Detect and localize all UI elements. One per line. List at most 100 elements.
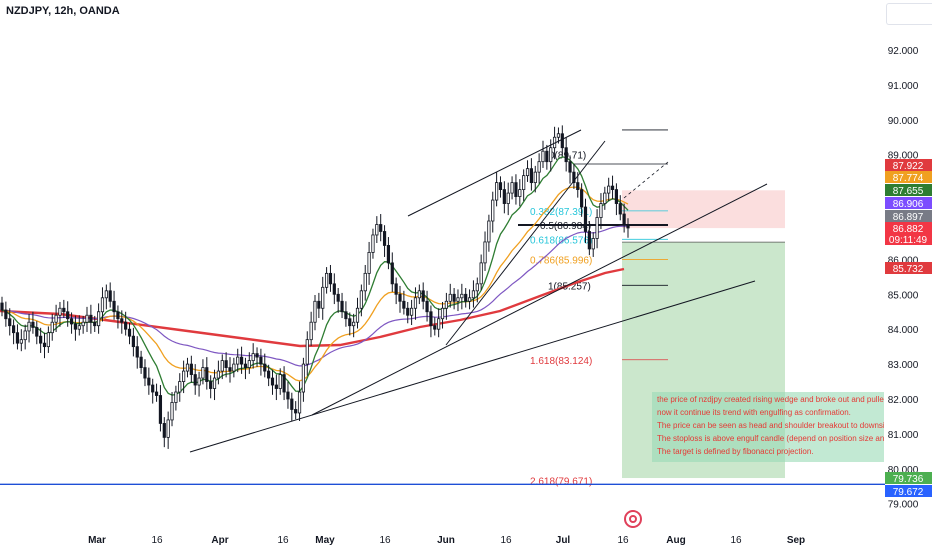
candle-body [274,384,278,389]
time-axis[interactable]: Mar 16 Apr 16 May 16 Jun 16 Jul 16 Aug 16 Sep [88,535,805,546]
candle-body [182,370,186,382]
candle-body [398,293,402,302]
trend-line [407,129,582,217]
price-label-background [885,184,932,196]
stop-loss-zone [622,190,785,229]
candle-body [247,360,251,368]
candle-body [549,147,553,163]
price-label-text: 86.906 [893,199,924,210]
candle-body [294,409,298,414]
price-label-text: 87.774 [893,173,924,184]
price-label-background [885,233,932,245]
candle-body [15,332,20,344]
candle-body [263,363,267,372]
fib-level-label: 1.618(83.124) [530,356,592,367]
y-tick-label: 90.000 [888,116,919,127]
x-tick-label: 16 [151,535,163,546]
candle-body [205,367,209,382]
annotation-text-group: the price of nzdjpy created rising wedge… [657,395,894,456]
candle-body [255,353,259,358]
candle-body [514,182,518,197]
price-label-background [885,159,932,171]
candle-body [220,360,224,372]
candle-body [54,314,58,323]
candle-body [425,300,429,313]
fib-level-label: 0.5(86.984) [540,221,591,232]
annotation-line: The target is defined by fibonacci proje… [657,447,814,456]
candle-body [576,182,580,190]
candle-body [120,318,124,323]
candle-body [533,171,537,184]
candle-body [239,356,244,365]
candle-body [359,290,363,309]
candle-body [328,272,333,285]
candle-body [259,356,263,365]
candle-body [35,327,39,337]
candle-body [62,307,66,313]
candle-body [139,356,143,368]
candle-body [626,224,630,229]
y-tick-label: 81.000 [888,430,919,441]
price-label: 86.882 [885,222,932,235]
candle-body [375,224,379,236]
y-tick-label: 92.000 [888,46,919,57]
candle-body [410,307,414,316]
candle-body [77,325,81,330]
candle-body [525,168,530,177]
candle-body [336,293,340,302]
price-axis[interactable]: 92.000 91.000 90.000 89.000 86.000 85.000 84.0… [888,46,919,511]
candle-body [42,342,47,348]
candle-body [243,363,248,368]
candle-body [448,293,452,302]
candle-body [251,353,255,362]
price-label: 79.672 [885,485,932,498]
candle-body [201,367,205,379]
candle-body [522,175,526,190]
candle-body [429,311,433,327]
candle-body [564,147,568,163]
candle-body [31,321,35,328]
candle-body [487,220,491,243]
x-tick-label: May [315,535,335,546]
candle-body [236,356,240,365]
annotation-box[interactable]: the price of nzdjpy created rising wedge… [652,392,894,462]
tradingview-logo-icon [624,510,642,528]
price-label-background [885,210,932,222]
x-tick-label: 16 [730,535,742,546]
annotation-line: the price of nzdjpy created rising wedge… [657,395,888,404]
annotation-background [652,392,884,462]
candle-body [460,293,464,299]
candle-body [185,363,190,372]
candle-body [390,262,394,285]
candle-body [27,321,31,332]
price-label-text: 87.922 [893,161,924,172]
y-tick-label: 80.000 [888,465,919,476]
candle-body [580,189,584,208]
candle-body [610,185,615,191]
price-label-text: 87.655 [893,186,924,197]
candle-body [587,231,591,250]
price-label: 79.736 [885,472,932,485]
price-label-background [885,197,932,209]
candle-body [224,360,228,368]
x-tick-label: Sep [787,535,805,546]
symbol-title: NZDJPY, 12h, OANDA [6,5,120,17]
candle-body [440,307,445,320]
candle-body [475,283,479,292]
candle-body [93,321,97,327]
candle-body [197,377,201,386]
candle-body [193,374,197,386]
candle-body [433,325,437,330]
annotation-line: The price can be seen as head and should… [657,421,894,430]
trend-line [445,140,606,346]
candle-body [437,318,441,330]
candle-body [116,311,120,320]
candle-body [352,321,356,327]
ma-orange [1,186,629,382]
candle-body [104,290,108,299]
toolbar-button[interactable] [886,3,932,25]
x-tick-label: Apr [211,535,228,546]
candle-body [297,391,302,414]
candle-body [216,370,220,379]
